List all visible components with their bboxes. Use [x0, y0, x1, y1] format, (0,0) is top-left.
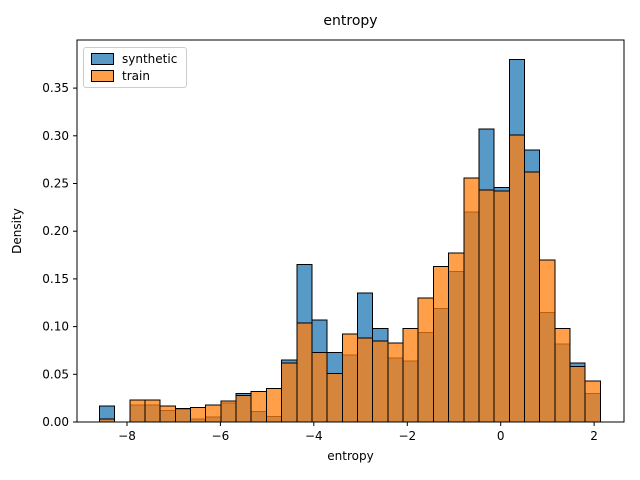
histogram-bar-train — [326, 372, 343, 423]
legend: synthetic train — [83, 47, 188, 88]
x-tick-label: −4 — [305, 429, 323, 443]
histogram-bar-train — [569, 366, 586, 423]
histogram-bar-train — [432, 265, 450, 423]
x-axis-label: entropy — [327, 449, 374, 463]
histogram-bar-train — [129, 399, 146, 423]
y-tick-label: 0.30 — [42, 129, 69, 143]
histogram-bar-train — [463, 177, 480, 423]
histogram-bar-train — [478, 189, 495, 423]
histogram-bar-train — [159, 405, 176, 423]
y-axis-label: Density — [10, 208, 24, 254]
histogram-bar-train — [387, 342, 404, 423]
y-tick-label: 0.10 — [42, 320, 69, 334]
y-tick-label: 0.35 — [42, 81, 69, 95]
histogram-bar-train — [402, 328, 419, 423]
histogram-bar-train — [265, 388, 283, 423]
histogram-bar-train — [296, 322, 313, 423]
histogram-bar-train — [584, 380, 601, 423]
histogram-bar-train — [493, 190, 510, 423]
histogram-bar-train — [235, 394, 252, 423]
chart-title: entropy — [323, 13, 378, 29]
y-tick-label: 0.00 — [42, 415, 69, 429]
histogram-bar-train — [205, 404, 222, 423]
y-tick-label: 0.15 — [42, 272, 69, 286]
histogram-bar-train — [311, 351, 328, 423]
histogram-bar-train — [174, 408, 192, 423]
legend-label-synthetic: synthetic — [122, 52, 178, 66]
histogram-bar-train — [372, 340, 389, 423]
histogram-bar-train — [250, 390, 267, 423]
y-tick-label: 0.20 — [42, 224, 69, 238]
histogram-bar-train — [190, 407, 207, 423]
histogram-bar-train — [539, 259, 556, 423]
histogram-bar-train — [417, 297, 434, 423]
legend-item-train: train — [91, 70, 177, 82]
histogram-bar-train — [281, 362, 298, 423]
histogram-bar-train — [341, 333, 359, 423]
x-tick-label: −2 — [398, 429, 416, 443]
histogram-bar-train — [448, 252, 465, 423]
legend-label-train: train — [122, 69, 150, 83]
legend-swatch-train — [91, 70, 114, 82]
legend-swatch-synthetic — [91, 53, 114, 65]
x-tick-label: 2 — [590, 429, 598, 443]
x-tick-label: −8 — [118, 429, 136, 443]
legend-item-synthetic: synthetic — [91, 53, 177, 65]
y-tick-label: 0.05 — [42, 367, 69, 381]
histogram-bar-train — [508, 134, 526, 423]
histogram-bar-train — [554, 328, 571, 423]
y-tick-label: 0.25 — [42, 177, 69, 191]
histogram-bar-train — [524, 171, 541, 423]
x-tick-label: −6 — [212, 429, 230, 443]
x-tick-label: 0 — [497, 429, 505, 443]
histogram-bar-train — [357, 337, 374, 423]
histogram-bar-train — [220, 400, 237, 423]
histogram-bar-train — [144, 399, 161, 423]
